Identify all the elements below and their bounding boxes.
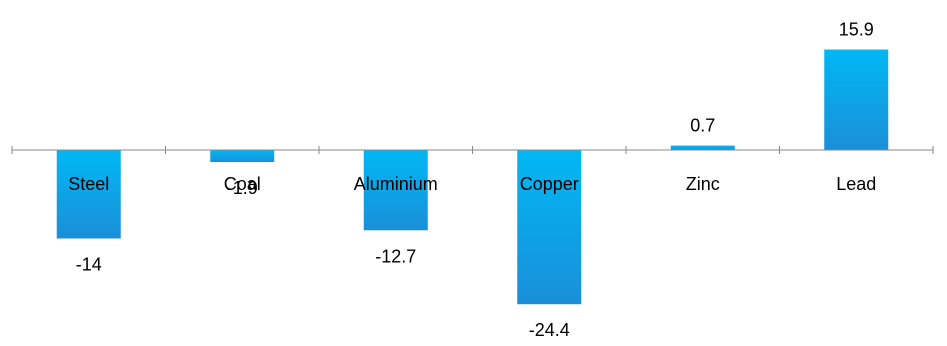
bar-steel xyxy=(56,150,121,239)
bar-zinc xyxy=(670,145,735,150)
category-label-copper: Copper xyxy=(520,174,579,194)
data-label-steel: -14 xyxy=(76,254,102,274)
category-label-steel: Steel xyxy=(68,174,109,194)
bar-coal xyxy=(210,150,275,163)
data-label-aluminium: -12.7 xyxy=(375,246,416,266)
data-label-copper: -24.4 xyxy=(529,320,570,340)
x-axis xyxy=(11,146,934,154)
category-label-aluminium: Aluminium xyxy=(354,174,438,194)
label-layer: Steel -14 Coal-1.9 Aluminium -12.7 Copper -24.… xyxy=(68,20,876,341)
category-label-coal: Coal xyxy=(224,174,261,194)
bar-lead xyxy=(824,49,889,150)
bar-copper xyxy=(517,150,582,305)
category-label-zinc: Zinc xyxy=(686,174,720,194)
category-label-lead: Lead xyxy=(836,174,876,194)
data-label-zinc: 0.7 xyxy=(690,116,715,136)
data-label-coal: -1.9 xyxy=(227,178,258,198)
bar-series xyxy=(56,49,889,305)
bar-aluminium xyxy=(363,150,428,231)
data-label-lead: 15.9 xyxy=(839,20,874,40)
